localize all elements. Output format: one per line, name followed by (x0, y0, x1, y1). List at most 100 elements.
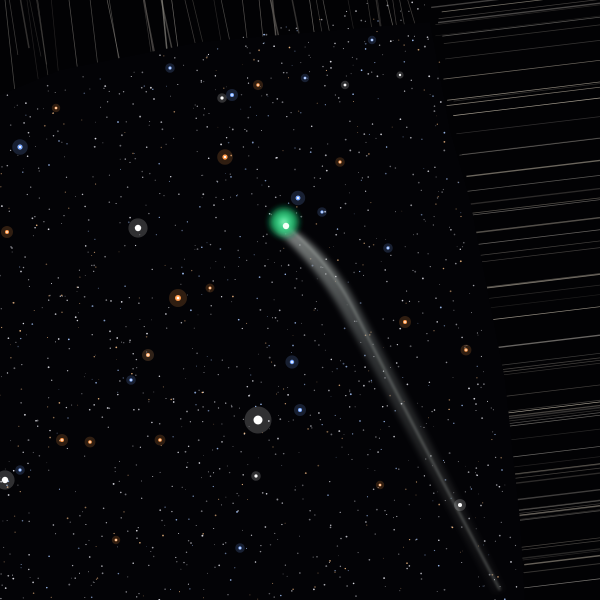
faint-star (287, 77, 290, 79)
faint-star (294, 50, 296, 52)
faint-star (294, 287, 296, 289)
faint-star (342, 48, 344, 50)
faint-star (46, 138, 48, 140)
faint-star (245, 45, 247, 47)
faint-star (202, 406, 204, 408)
faint-star (83, 92, 86, 95)
faint-star (149, 86, 152, 89)
faint-star (375, 137, 377, 139)
faint-star (84, 455, 86, 457)
faint-star (61, 223, 63, 224)
faint-star (170, 398, 173, 401)
faint-star (316, 381, 318, 383)
faint-star (71, 564, 74, 567)
faint-star (210, 359, 212, 361)
faint-star (171, 485, 173, 487)
faint-star (421, 277, 424, 280)
star-trail-line (494, 404, 600, 419)
faint-star (367, 73, 370, 75)
faint-star (160, 121, 163, 123)
faint-star (48, 299, 50, 301)
faint-star (11, 574, 14, 576)
faint-star (314, 586, 316, 588)
faint-star (411, 87, 413, 90)
faint-star (29, 577, 31, 578)
faint-star (210, 313, 212, 316)
faint-star (246, 130, 248, 132)
faint-star (276, 320, 279, 322)
faint-star (32, 235, 34, 237)
faint-star (216, 48, 219, 50)
faint-star (250, 534, 253, 536)
faint-star (453, 422, 455, 425)
faint-star (230, 154, 233, 157)
faint-star (203, 371, 205, 374)
faint-star (498, 485, 501, 488)
faint-star (191, 269, 193, 272)
faint-star (382, 318, 385, 320)
faint-star (294, 322, 297, 324)
faint-star (437, 564, 440, 567)
faint-star (433, 409, 436, 411)
faint-star (29, 116, 31, 118)
faint-star (437, 195, 440, 198)
faint-star (360, 19, 363, 22)
faint-star (84, 245, 87, 247)
star-trail-line (476, 240, 600, 257)
faint-star (35, 419, 37, 422)
faint-star (61, 294, 63, 296)
faint-star (118, 93, 121, 95)
faint-star (265, 205, 267, 208)
faint-star (293, 129, 295, 131)
faint-star (209, 475, 212, 478)
star-trail-line (461, 137, 600, 155)
faint-star (413, 35, 415, 37)
faint-star (101, 416, 104, 418)
faint-star (403, 546, 405, 548)
faint-star (381, 406, 384, 408)
faint-star (344, 567, 346, 570)
faint-star (118, 251, 120, 253)
faint-star (43, 108, 44, 110)
faint-star (423, 89, 426, 91)
faint-star (433, 330, 435, 332)
faint-star (313, 588, 315, 591)
faint-star (290, 111, 292, 114)
faint-star (480, 355, 482, 358)
faint-star (344, 202, 347, 205)
faint-star (170, 267, 172, 269)
faint-star (242, 36, 245, 39)
faint-star (330, 358, 333, 361)
faint-star (231, 128, 234, 131)
star-trail-line (491, 357, 600, 372)
faint-star (411, 1, 414, 4)
faint-star (87, 219, 90, 221)
faint-star (244, 128, 246, 130)
faint-star (120, 134, 123, 137)
faint-star (226, 465, 228, 467)
bright-star-core (176, 296, 180, 300)
faint-star (491, 439, 493, 441)
faint-star (46, 462, 48, 464)
faint-star (435, 125, 437, 127)
faint-star (261, 432, 263, 434)
faint-star (107, 426, 109, 428)
faint-star (386, 4, 389, 7)
bright-star-core (257, 84, 259, 86)
faint-star (255, 115, 257, 116)
faint-star (247, 116, 250, 119)
faint-star (265, 493, 268, 495)
faint-star (227, 279, 229, 281)
faint-star (93, 264, 96, 267)
faint-star (347, 454, 349, 456)
faint-star (500, 521, 502, 524)
faint-star (213, 528, 215, 529)
faint-star (355, 10, 357, 13)
faint-star (318, 412, 320, 414)
faint-star (181, 229, 183, 232)
faint-star (88, 539, 90, 541)
star-trail-line (4, 0, 16, 91)
faint-star (17, 484, 19, 486)
